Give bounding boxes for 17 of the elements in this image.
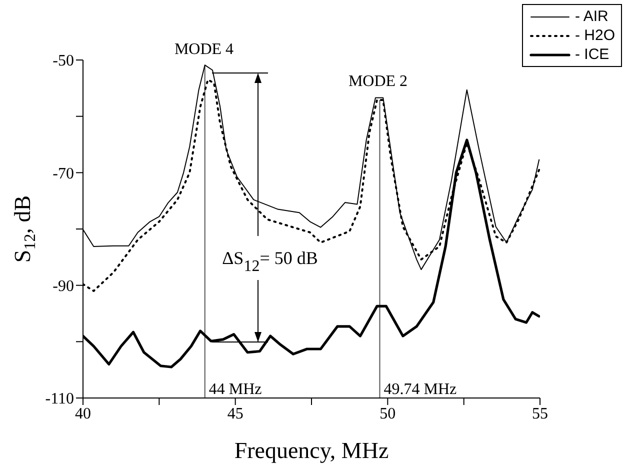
x-tick-label: 45 [227, 405, 244, 422]
x-tick-label: 50 [380, 405, 396, 422]
ref-line-label: 44 MHz [208, 381, 262, 398]
legend-label: - ICE [574, 45, 610, 64]
legend-label: - H2O [574, 26, 615, 45]
text: MODE 4 [174, 40, 234, 58]
x-tick-label: 55 [532, 405, 548, 422]
y-tick-label: -50 [52, 52, 74, 70]
y-tick-label: -110 [45, 390, 74, 408]
y-tick-label: -90 [52, 278, 74, 296]
annotation: MODE 2 [348, 72, 408, 90]
ref-line-label: 49.74 MHz [384, 381, 457, 398]
x-axis-title: Frequency, MHz [234, 438, 389, 463]
x-tick-label: 40 [75, 405, 91, 422]
annotation: ΔS$_{12}$= 50 dB [222, 248, 318, 275]
legend-label: - AIR [574, 7, 608, 26]
y-tick-label: -70 [52, 165, 74, 182]
